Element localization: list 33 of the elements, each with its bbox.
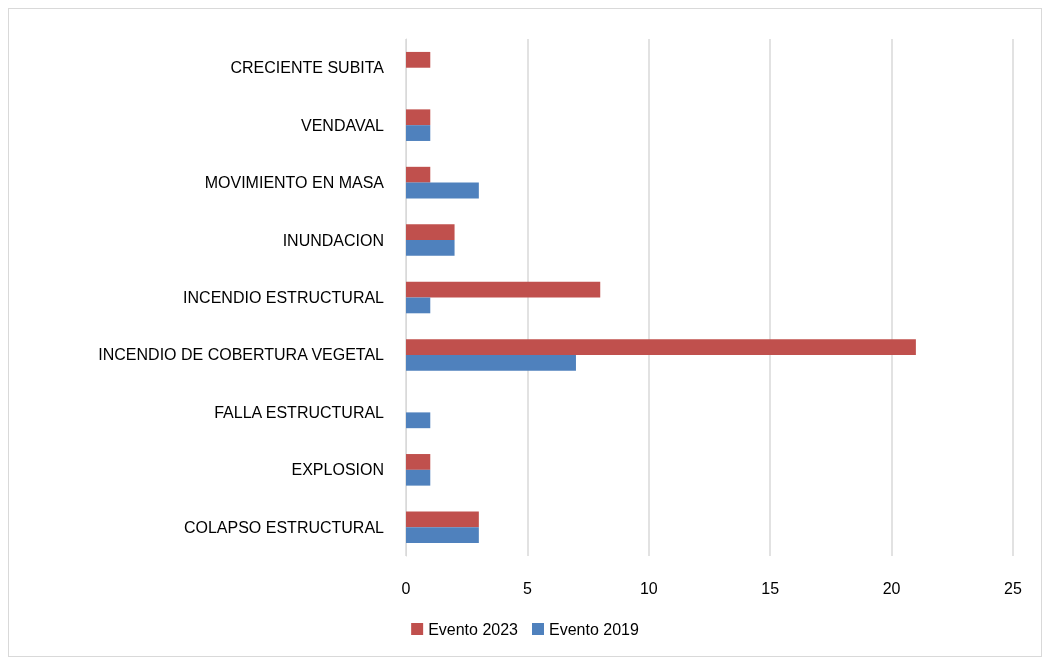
bar xyxy=(406,109,431,126)
y-tick-label: VENDAVAL xyxy=(301,116,385,134)
bar xyxy=(406,527,479,544)
y-tick-label: INUNDACION xyxy=(282,231,384,249)
bar xyxy=(406,412,431,429)
bar xyxy=(406,469,431,486)
y-tick-label: INCENDIO ESTRUCTURAL xyxy=(183,289,385,306)
bar xyxy=(406,281,601,298)
bar xyxy=(406,339,916,355)
bar xyxy=(406,297,431,314)
bar xyxy=(406,511,479,528)
x-tick-label: 10 xyxy=(639,579,658,597)
legend-label: Evento 2023 xyxy=(428,620,519,638)
x-tick-label: 0 xyxy=(401,579,411,597)
y-tick-label: INCENDIO DE COBERTURA VEGETAL xyxy=(98,346,385,364)
bar xyxy=(406,51,431,68)
bar xyxy=(406,454,431,470)
y-tick-label: EXPLOSION xyxy=(291,461,384,479)
x-tick-label: 15 xyxy=(761,579,780,597)
x-tick-label: 20 xyxy=(882,579,901,597)
x-tick-label: 5 xyxy=(522,579,532,597)
y-tick-label: CRECIENTE SUBITA xyxy=(230,59,385,77)
bar xyxy=(406,240,455,256)
bar xyxy=(406,166,431,183)
legend-label: Evento 2019 xyxy=(549,620,639,638)
y-tick-label: COLAPSO ESTRUCTURAL xyxy=(183,518,385,536)
bar xyxy=(406,125,431,141)
y-tick-label: FALLA ESTRUCTURAL xyxy=(214,403,385,421)
x-tick-label: 25 xyxy=(1004,579,1022,597)
y-tick-label: MOVIMIENTO EN MASA xyxy=(204,174,385,192)
bar xyxy=(406,224,455,241)
bar xyxy=(406,182,479,199)
bar xyxy=(406,354,576,371)
